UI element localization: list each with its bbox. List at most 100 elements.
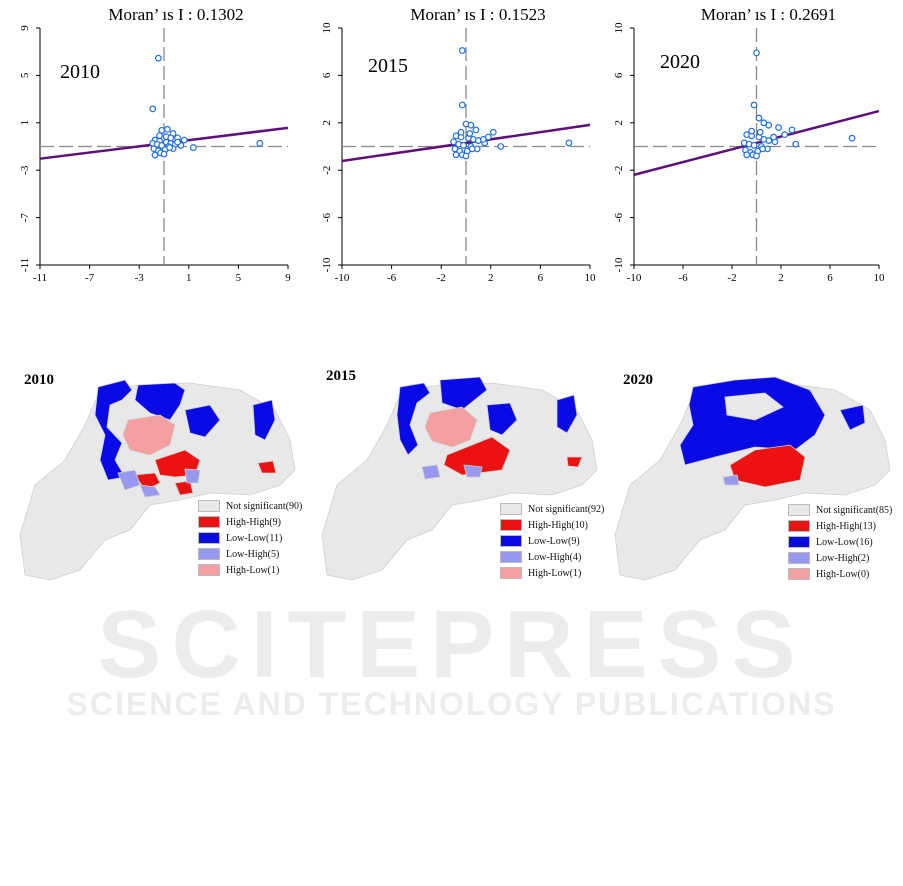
data-point xyxy=(189,144,197,151)
data-point xyxy=(468,145,476,153)
data-point xyxy=(497,143,505,150)
legend-item: Low-Low(11) xyxy=(198,531,302,545)
data-point xyxy=(484,133,492,141)
legend-label: High-Low(1) xyxy=(226,564,280,576)
region-not-significant xyxy=(724,392,784,421)
legend-swatch xyxy=(788,536,810,548)
region-high-high xyxy=(566,456,583,468)
legend-swatch xyxy=(500,503,522,515)
data-point xyxy=(467,121,475,129)
legend-label: Low-Low(11) xyxy=(226,532,283,544)
region-low-low xyxy=(439,376,488,411)
legend-item: Not significant(85) xyxy=(788,503,892,517)
data-point xyxy=(755,114,763,122)
data-point xyxy=(765,137,773,144)
data-point xyxy=(158,142,166,149)
y-tick-label: -10 xyxy=(613,257,625,272)
moran-scatter-2015: -10 -6 -2 2 6 10 -10 -6 -2 2 6 10 Moran’ ıs I : 0.15… xyxy=(321,5,596,284)
y-tick-label: -2 xyxy=(613,166,625,175)
data-point xyxy=(472,126,480,134)
y-tick-label: 1 xyxy=(19,120,31,126)
legend-swatch xyxy=(198,548,220,560)
cluster-map xyxy=(321,376,598,581)
legend-item: High-Low(1) xyxy=(500,566,604,580)
y-tick-label: 6 xyxy=(321,72,333,78)
data-point xyxy=(149,105,157,113)
data-point xyxy=(174,138,181,146)
x-tick-label: -2 xyxy=(727,272,736,284)
watermark-subtitle: SCIENCE AND TECHNOLOGY PUBLICATIONS xyxy=(66,686,837,722)
data-point xyxy=(462,152,470,160)
data-point xyxy=(466,130,474,137)
year-label: 2020 xyxy=(660,51,700,73)
data-point xyxy=(166,144,174,151)
y-tick-label: 2 xyxy=(613,120,625,126)
data-point xyxy=(163,125,171,133)
data-point xyxy=(743,151,751,159)
x-tick-label: -6 xyxy=(678,272,688,284)
legend-item: Not significant(92) xyxy=(500,502,604,516)
x-tick-label: -10 xyxy=(335,272,350,284)
x-tick-label: 6 xyxy=(538,272,544,284)
legend-swatch xyxy=(500,551,522,563)
region-low-high xyxy=(421,464,441,480)
y-tick-label: -10 xyxy=(321,257,333,272)
legend-item: Low-High(5) xyxy=(198,547,302,561)
x-tick-label: 1 xyxy=(186,272,192,284)
region-high-high xyxy=(174,480,194,496)
map-year-label: 2020 xyxy=(623,372,653,388)
data-point xyxy=(565,139,573,147)
x-tick-label: 6 xyxy=(827,272,833,284)
legend-swatch xyxy=(198,564,220,576)
legend-label: High-High(13) xyxy=(816,520,876,532)
x-tick-label: -7 xyxy=(85,272,95,284)
legend-label: High-Low(0) xyxy=(816,568,870,580)
data-point xyxy=(781,131,789,139)
x-tick-label: -3 xyxy=(135,272,145,284)
data-point xyxy=(792,140,800,148)
region-low-high xyxy=(722,474,740,486)
legend-label: High-Low(1) xyxy=(528,567,582,579)
region-high-high xyxy=(257,460,277,474)
legend-swatch xyxy=(788,552,810,564)
region-high-low xyxy=(424,406,478,448)
region-low-high xyxy=(139,484,161,498)
legend-item: Low-Low(16) xyxy=(788,535,892,549)
data-point xyxy=(848,134,856,142)
region-low-high xyxy=(184,468,201,484)
data-point xyxy=(753,49,760,57)
map-regions xyxy=(19,379,296,581)
region-low-high xyxy=(463,464,483,478)
region-low-low xyxy=(486,402,518,436)
y-tick-label: 2 xyxy=(321,120,333,126)
data-point xyxy=(770,133,778,141)
legend-swatch xyxy=(500,535,522,547)
map-legend: Not significant(90) High-High(9) Low-Low(1… xyxy=(198,499,302,579)
data-point xyxy=(256,139,264,147)
legend-swatch xyxy=(788,504,810,516)
watermark-title: SCITEPRESS xyxy=(97,591,806,698)
map-legend: Not significant(92) High-High(10) Low-Low(… xyxy=(500,502,604,582)
chart-title: Moran’ ıs I : 0.2691 xyxy=(701,5,836,24)
lisa-map-2015: 2015 Not significant(92) High-High(10) Low… xyxy=(312,360,607,590)
data-point xyxy=(158,126,166,134)
legend-item: High-High(10) xyxy=(500,518,604,532)
legend-item: Low-High(4) xyxy=(500,550,604,564)
data-point xyxy=(756,128,764,136)
data-point xyxy=(775,124,782,131)
region-high-low xyxy=(122,414,176,456)
legend-label: Low-Low(16) xyxy=(816,536,873,548)
map-legend: Not significant(85) High-High(13) Low-Low(… xyxy=(788,503,892,583)
legend-item: High-Low(0) xyxy=(788,567,892,581)
legend-swatch xyxy=(788,520,810,532)
x-tick-label: 10 xyxy=(874,272,886,284)
lisa-map-2020: 2020 Not significant(85) High-High(13) Low… xyxy=(605,360,900,590)
y-tick-label: -11 xyxy=(19,258,31,272)
region-low-low xyxy=(556,394,578,434)
legend-label: Not significant(85) xyxy=(816,504,893,516)
data-point xyxy=(458,47,466,54)
x-tick-label: 5 xyxy=(236,272,242,284)
legend-item: High-High(9) xyxy=(198,515,302,529)
y-tick-label: 6 xyxy=(613,72,625,78)
lisa-map-2010: 2010 Not significant(90) High-High(9) Low-… xyxy=(10,360,305,590)
